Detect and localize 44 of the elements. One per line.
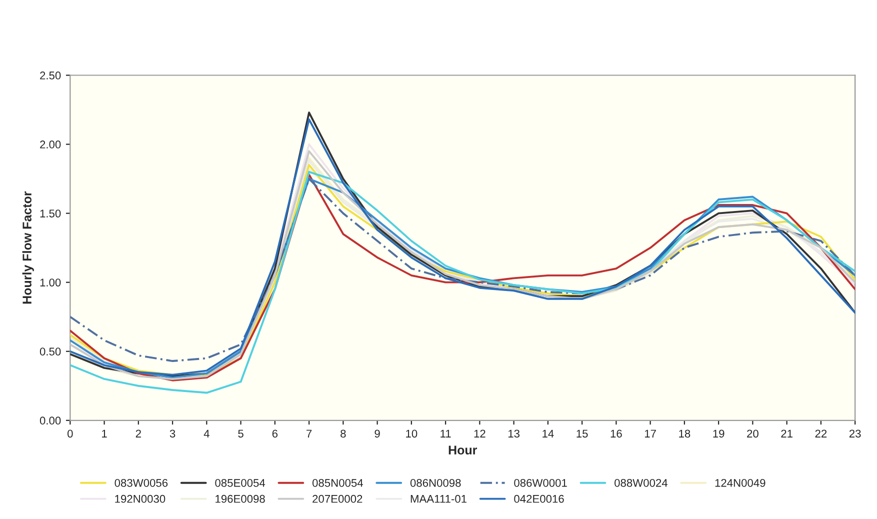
legend-label: 192N0030 [115, 494, 166, 503]
y-tick-label: 1.50 [40, 210, 61, 218]
x-tick-label: 21 [781, 430, 792, 438]
legend-label: 086N0098 [410, 479, 461, 487]
x-tick-label: 19 [713, 430, 724, 438]
legend-label: 207E0002 [312, 494, 362, 503]
x-tick-label: 10 [406, 430, 418, 438]
x-tick-label: 22 [815, 430, 827, 438]
x-tick-label: 4 [204, 430, 210, 438]
x-tick-label: 12 [474, 430, 486, 438]
y-tick-label: 2.00 [40, 140, 61, 148]
legend-label: 086W0001 [514, 479, 567, 487]
legend-label: 083W0056 [114, 479, 168, 487]
y-tick-label: 2.50 [40, 72, 61, 80]
x-tick-label: 17 [644, 430, 656, 438]
legend-label: 085E0054 [215, 479, 266, 487]
x-tick-label: 15 [576, 430, 588, 438]
x-tick-label: 11 [440, 430, 451, 438]
x-tick-label: 9 [374, 430, 380, 438]
x-tick-label: 13 [508, 430, 520, 438]
x-tick-label: 16 [610, 430, 622, 438]
y-axis-title: Hourly Flow Factor [22, 191, 34, 304]
x-tick-label: 5 [238, 430, 244, 438]
x-tick-label: 2 [136, 430, 141, 438]
y-tick-label: 0.50 [40, 348, 61, 356]
x-tick-label: 7 [306, 430, 312, 438]
y-tick-label: 0.00 [40, 416, 61, 425]
x-axis-title: Hour [448, 446, 478, 455]
legend-label: 042E0016 [514, 494, 564, 503]
legend-label: 196E0098 [216, 494, 265, 503]
x-tick-label: 14 [542, 430, 554, 438]
x-tick-label: 0 [68, 430, 73, 438]
x-tick-label: 20 [747, 430, 758, 438]
x-tick-label: 23 [849, 430, 861, 438]
legend-label: 088W0024 [614, 479, 668, 487]
x-tick-label: 1 [102, 430, 107, 438]
y-tick-label: 1.00 [40, 278, 61, 286]
legend-label: MAA111-01 [410, 494, 466, 503]
legend-label: 124N0049 [715, 479, 766, 487]
x-tick-label: 6 [272, 430, 278, 438]
x-tick-label: 18 [679, 430, 690, 438]
x-tick-label: 8 [340, 430, 346, 438]
legend-label: 085N0054 [312, 479, 363, 487]
x-tick-label: 3 [170, 430, 176, 438]
